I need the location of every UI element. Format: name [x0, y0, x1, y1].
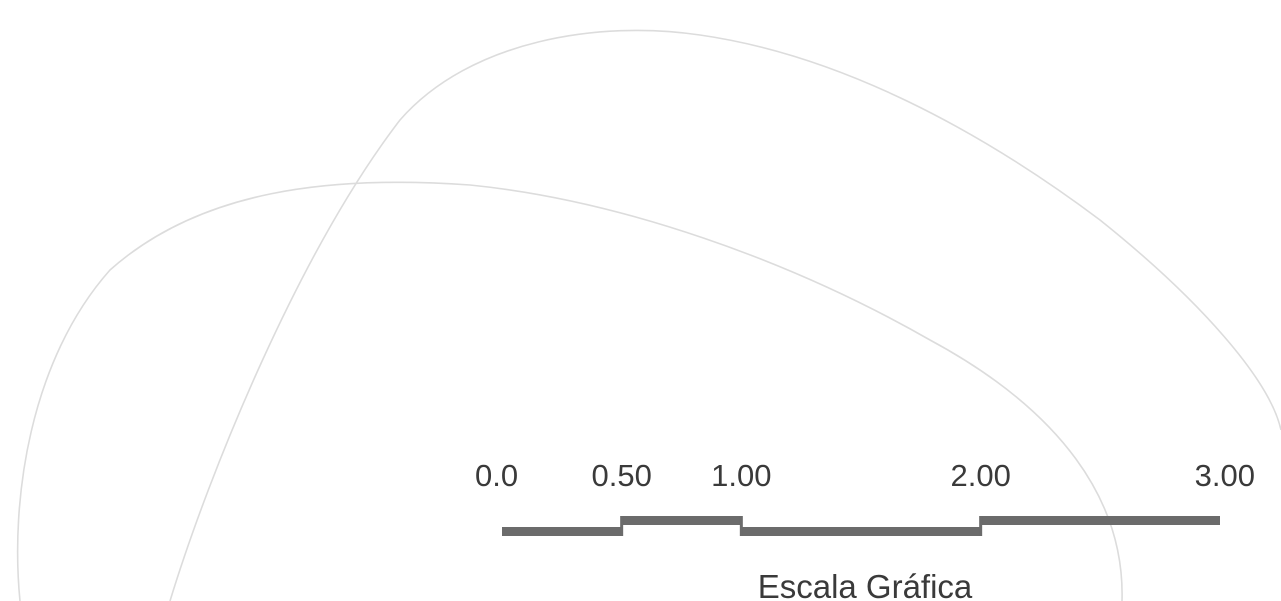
scale-title: Escala Gráfica: [758, 568, 973, 601]
scale-bar-step: [739, 516, 743, 536]
scale-bar-step: [620, 516, 624, 536]
scale-bar-segment: [502, 527, 622, 536]
scale-bar-step: [979, 516, 983, 536]
scale-tick-label: 1.00: [711, 458, 771, 493]
scale-tick-label: 3.00: [1195, 458, 1255, 493]
background-outlines: [16, 29, 1281, 601]
scale-tick-label: 0.0: [475, 458, 518, 493]
scale-bar-segment: [980, 516, 1220, 525]
scale-bar-segment: [621, 516, 742, 525]
graphic-scale: 0.0 0.50 1.00 2.00 3.00 Escala Gráfica: [475, 458, 1255, 601]
outline-shape-upper: [169, 29, 1281, 601]
scale-bar-segments: [502, 516, 1220, 536]
scale-tick-label: 0.50: [591, 458, 651, 493]
scale-bar-segment: [741, 527, 981, 536]
outline-shape-lower: [16, 181, 1123, 601]
scale-tick-label: 2.00: [950, 458, 1010, 493]
scale-tick-labels: 0.0 0.50 1.00 2.00 3.00: [475, 458, 1255, 493]
